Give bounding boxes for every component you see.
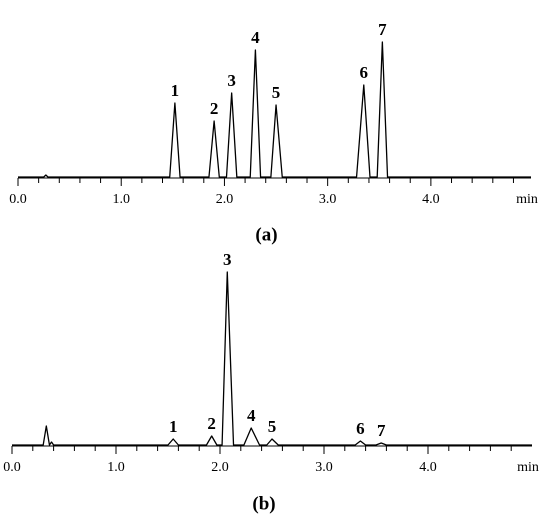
x-tick-label: 3.0 — [315, 460, 333, 475]
peak-label: 6 — [356, 419, 365, 438]
peak-label: 7 — [377, 421, 386, 440]
peak-label: 4 — [251, 28, 260, 47]
x-tick-label: 4.0 — [419, 460, 437, 475]
peak-label: 1 — [169, 417, 178, 436]
peak-label: 4 — [247, 406, 256, 425]
x-axis-label: min — [517, 460, 539, 475]
peak-label: 3 — [223, 250, 232, 269]
peak-label: 7 — [378, 20, 387, 39]
x-tick-label: 4.0 — [422, 192, 440, 207]
peak-label: 5 — [272, 83, 281, 102]
x-tick-label: 1.0 — [107, 460, 125, 475]
x-tick-label: 1.0 — [112, 192, 130, 207]
trace — [12, 271, 532, 446]
peak-label: 2 — [210, 99, 219, 118]
peak-label: 1 — [171, 81, 180, 100]
x-tick-label: 0.0 — [9, 192, 27, 207]
peak-label: 3 — [227, 71, 236, 90]
peak-label: 6 — [360, 63, 369, 82]
panel-label: (b) — [252, 493, 275, 514]
x-axis-label: min — [516, 192, 538, 207]
peak-label: 5 — [268, 417, 277, 436]
x-tick-label: 2.0 — [216, 192, 234, 207]
panel-label: (a) — [255, 224, 277, 245]
x-tick-label: 3.0 — [319, 192, 337, 207]
x-tick-label: 0.0 — [3, 460, 21, 475]
peak-label: 2 — [207, 414, 216, 433]
trace — [18, 41, 531, 178]
x-tick-label: 2.0 — [211, 460, 229, 475]
